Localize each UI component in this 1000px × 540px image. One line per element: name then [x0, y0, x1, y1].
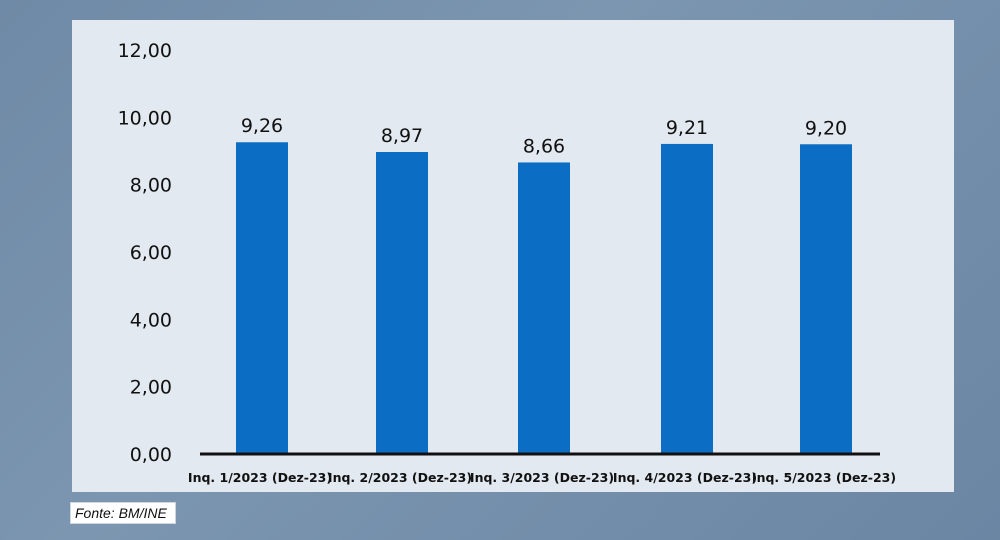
y-tick-label: 6,00	[130, 242, 172, 264]
bar	[376, 152, 428, 454]
chart-panel: 0,00 2,00 4,00 6,00 8,00 10,00 12,00 9,26 Inq. 1…	[72, 20, 954, 492]
data-label: 8,97	[381, 125, 423, 147]
x-tick-label: Inq. 3/2023 (Dez-23)	[470, 470, 614, 485]
data-label: 9,26	[241, 115, 283, 137]
x-tick-label: Inq. 2/2023 (Dez-23)	[328, 470, 472, 485]
data-label: 8,66	[523, 135, 565, 157]
bar-chart: 0,00 2,00 4,00 6,00 8,00 10,00 12,00 9,26 Inq. 1…	[118, 40, 896, 485]
bar	[661, 143, 713, 454]
data-label: 9,20	[805, 117, 847, 139]
y-tick-label: 8,00	[130, 175, 172, 197]
y-tick-label: 4,00	[130, 309, 172, 331]
y-tick-label: 12,00	[118, 40, 172, 62]
source-note: Fonte: BM/INE	[70, 502, 176, 524]
bar	[800, 144, 852, 454]
x-tick-label: Inq. 4/2023 (Dez-23)	[613, 470, 757, 485]
x-tick-label: Inq. 5/2023 (Dez-23)	[752, 470, 896, 485]
bar	[236, 142, 288, 454]
y-tick-label: 10,00	[118, 107, 172, 129]
bar	[518, 162, 570, 455]
y-tick-label: 0,00	[130, 444, 172, 466]
data-label: 9,21	[666, 117, 708, 139]
x-tick-label: Inq. 1/2023 (Dez-23)	[188, 470, 332, 485]
y-tick-label: 2,00	[130, 377, 172, 399]
